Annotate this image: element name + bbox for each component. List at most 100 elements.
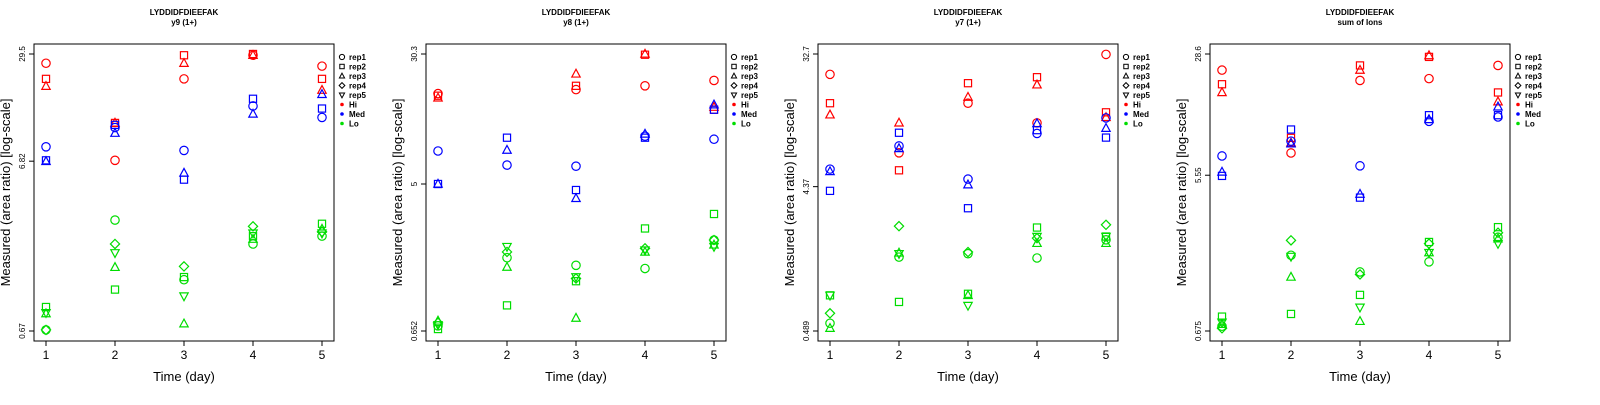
data-point-lo-rep3	[1031, 237, 1043, 248]
data-point-lo-rep1	[1101, 235, 1111, 245]
legend-symbol-rep1	[338, 53, 346, 61]
data-point-med-rep1	[1355, 161, 1365, 171]
legend-symbol-rep4	[1514, 81, 1522, 90]
y-axis-label: Measured (area ratio) [log-scale]	[1174, 99, 1189, 287]
chart-subtitle: sum of Ions	[1338, 18, 1383, 27]
data-point-hi-rep1	[433, 88, 443, 99]
data-point-hi-rep3	[178, 57, 190, 67]
legend-label-rep2: rep2	[349, 63, 366, 72]
legend-dot-hi	[340, 102, 344, 107]
legend-dot-lo	[1516, 121, 1520, 126]
legend-dot-hi	[1516, 102, 1520, 107]
data-point-lo-rep2	[894, 297, 904, 307]
data-point-lo-rep2	[1493, 222, 1503, 232]
data-point-med-rep2	[1217, 171, 1227, 181]
data-point-lo-rep4	[1216, 322, 1228, 334]
legend-label-rep3: rep3	[349, 72, 366, 81]
data-point-med-rep3	[1285, 137, 1297, 148]
legend-label-lo: Lo	[1133, 120, 1143, 129]
legend-label-hi: Hi	[1133, 101, 1141, 110]
x-axis-label: Time (day)	[1329, 369, 1391, 384]
data-point-lo-rep2	[709, 209, 719, 219]
data-point-lo-rep2	[1032, 223, 1042, 232]
data-point-lo-rep1	[1286, 250, 1296, 261]
data-point-med-rep2	[1493, 111, 1503, 120]
data-point-lo-rep5	[1354, 303, 1366, 314]
y-tick-label: 6.82	[18, 153, 27, 169]
data-point-hi-rep3	[1031, 78, 1043, 89]
legend-dot-hi	[732, 102, 736, 107]
legend-label-rep3: rep3	[741, 72, 758, 81]
data-point-lo-rep1	[1424, 257, 1434, 267]
data-point-lo-rep3	[824, 322, 836, 332]
y-tick-label: 4.37	[802, 178, 811, 194]
data-point-hi-rep3	[1423, 49, 1435, 60]
data-point-med-rep1	[640, 131, 650, 141]
data-point-hi-rep1	[894, 148, 904, 158]
x-tick-label: 5	[1495, 348, 1502, 362]
data-point-lo-rep3	[962, 289, 974, 300]
legend-symbol-rep1	[730, 53, 738, 61]
data-point-med-rep1	[179, 145, 189, 156]
data-point-lo-rep1	[640, 263, 650, 274]
y-tick-label: 32.7	[802, 46, 811, 62]
data-point-lo-rep3	[501, 261, 513, 271]
data-point-med-rep2	[1424, 111, 1434, 120]
legend-label-rep4: rep4	[1133, 82, 1150, 91]
legend-label-rep2: rep2	[1133, 63, 1150, 72]
data-point-lo-rep5	[316, 229, 328, 240]
y-axis-label: Measured (area ratio) [log-scale]	[390, 99, 405, 287]
x-tick-label: 3	[181, 348, 188, 362]
data-point-med-rep3	[639, 128, 651, 138]
legend-label-rep4: rep4	[349, 82, 366, 91]
data-point-lo-rep1	[571, 260, 581, 271]
data-point-hi-rep3	[432, 91, 444, 102]
x-tick-label: 2	[112, 348, 119, 362]
data-point-lo-rep5	[1100, 232, 1112, 243]
x-tick-label: 3	[965, 348, 972, 362]
legend-label-rep2: rep2	[1525, 63, 1542, 72]
legend-label-rep1: rep1	[349, 53, 366, 62]
x-tick-label: 4	[1426, 348, 1433, 362]
legend-label-rep3: rep3	[1525, 72, 1542, 81]
data-point-lo-rep3	[247, 233, 259, 243]
data-point-hi-rep1	[963, 98, 973, 109]
data-point-lo-rep4	[893, 220, 905, 232]
data-point-hi-rep2	[1286, 133, 1296, 143]
data-point-hi-rep1	[317, 61, 327, 71]
data-point-hi-rep3	[1354, 64, 1366, 74]
x-tick-label: 1	[435, 348, 442, 362]
data-point-hi-rep2	[571, 81, 581, 90]
data-point-hi-rep1	[825, 69, 835, 80]
data-point-hi-rep1	[640, 81, 650, 91]
chart-subtitle: y9 (1+)	[171, 18, 197, 27]
legend-label-med: Med	[1525, 110, 1541, 119]
data-point-lo-rep5	[570, 273, 582, 283]
data-point-lo-rep3	[1492, 232, 1504, 243]
legend-dot-lo	[732, 121, 736, 126]
chart-title: LYDDIDFDIEEFAK	[150, 8, 219, 17]
legend-symbol-rep4	[1122, 81, 1130, 90]
legend-dot-hi	[1124, 102, 1128, 107]
data-point-med-rep2	[317, 104, 327, 113]
data-point-hi-rep3	[109, 117, 121, 127]
data-point-lo-rep5	[962, 301, 974, 312]
data-point-lo-rep5	[109, 249, 121, 259]
data-point-med-rep3	[501, 144, 513, 154]
data-point-hi-rep1	[571, 84, 581, 95]
x-tick-label: 1	[43, 348, 50, 362]
data-point-lo-rep2	[502, 301, 512, 310]
data-point-lo-rep3	[109, 261, 121, 272]
legend-label-med: Med	[349, 110, 365, 119]
data-point-med-rep1	[1286, 136, 1296, 146]
data-point-med-rep2	[963, 204, 973, 213]
data-point-hi-rep1	[1355, 75, 1365, 86]
data-point-med-rep3	[316, 88, 328, 99]
data-point-lo-rep2	[1286, 309, 1296, 319]
data-point-hi-rep3	[570, 68, 582, 78]
data-point-med-rep1	[1032, 128, 1042, 139]
data-point-hi-rep3	[247, 49, 259, 60]
